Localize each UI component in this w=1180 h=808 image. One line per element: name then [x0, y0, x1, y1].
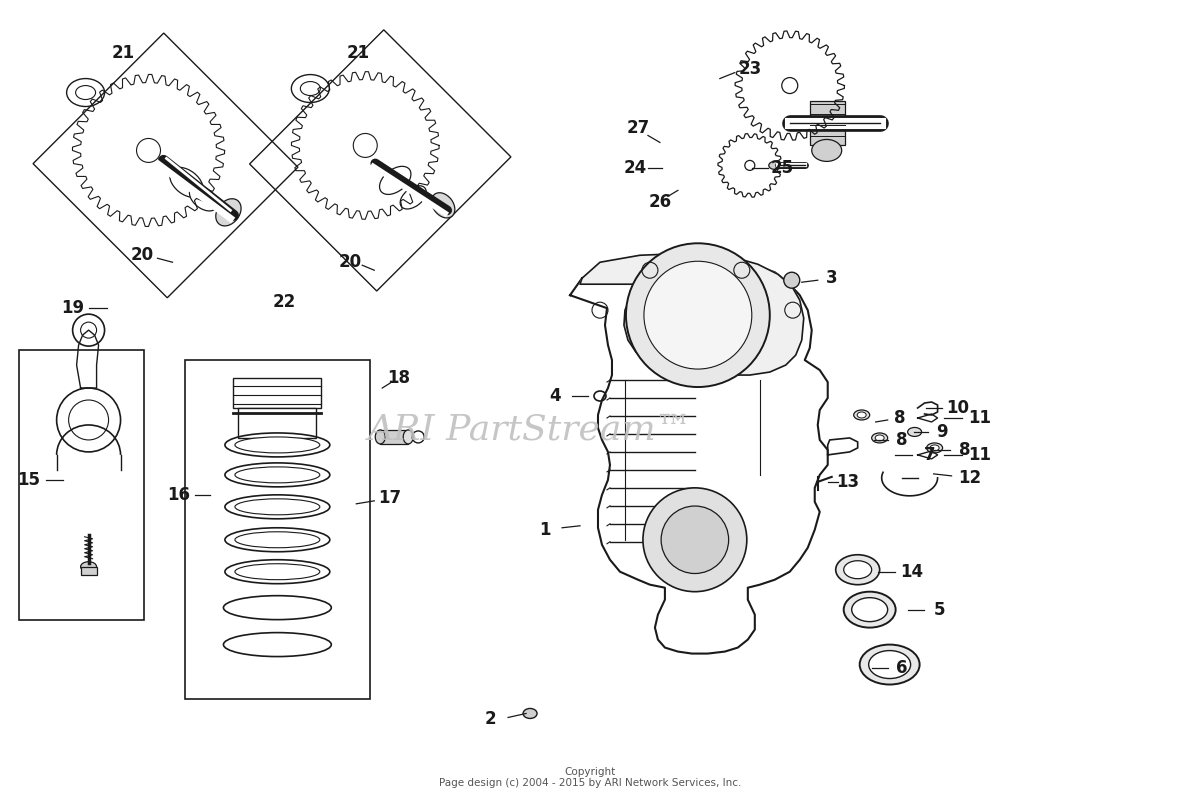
Text: 8: 8 — [896, 431, 907, 449]
Ellipse shape — [216, 199, 241, 226]
Bar — [80, 566, 97, 574]
Ellipse shape — [872, 433, 887, 443]
Ellipse shape — [400, 186, 426, 209]
Ellipse shape — [235, 467, 320, 483]
Text: 23: 23 — [739, 60, 761, 78]
Text: 25: 25 — [771, 159, 793, 178]
Text: 8: 8 — [894, 409, 905, 427]
Text: 4: 4 — [549, 387, 560, 405]
Text: 5: 5 — [933, 600, 945, 619]
Text: 16: 16 — [168, 486, 190, 504]
Ellipse shape — [375, 430, 385, 444]
Ellipse shape — [404, 430, 413, 444]
Ellipse shape — [876, 435, 884, 441]
Circle shape — [643, 488, 747, 591]
Ellipse shape — [812, 140, 841, 162]
Ellipse shape — [857, 412, 866, 418]
Text: 3: 3 — [826, 269, 838, 287]
Polygon shape — [581, 253, 804, 375]
Text: 10: 10 — [946, 399, 969, 417]
Circle shape — [661, 506, 728, 574]
Text: 17: 17 — [379, 489, 402, 507]
Bar — [185, 360, 371, 700]
Text: 24: 24 — [623, 159, 647, 178]
Text: 15: 15 — [18, 471, 40, 489]
Ellipse shape — [235, 532, 320, 548]
Ellipse shape — [835, 555, 879, 585]
Text: 20: 20 — [339, 253, 362, 271]
Text: 21: 21 — [347, 44, 369, 61]
Text: 7: 7 — [924, 446, 936, 464]
Polygon shape — [570, 260, 827, 654]
Circle shape — [625, 243, 769, 387]
Ellipse shape — [907, 427, 922, 436]
Text: 2: 2 — [484, 710, 496, 729]
Bar — [19, 350, 144, 620]
Ellipse shape — [432, 193, 454, 218]
Text: Copyright
Page design (c) 2004 - 2015 by ARI Network Services, Inc.: Copyright Page design (c) 2004 - 2015 by… — [439, 767, 741, 788]
Text: ARI PartStream™: ARI PartStream™ — [368, 413, 693, 447]
Ellipse shape — [769, 162, 781, 170]
Ellipse shape — [926, 443, 943, 453]
Ellipse shape — [380, 166, 411, 195]
Ellipse shape — [844, 591, 896, 628]
Text: 13: 13 — [837, 473, 859, 491]
Text: 8: 8 — [959, 441, 970, 459]
Text: 20: 20 — [131, 246, 155, 264]
Circle shape — [644, 261, 752, 369]
Ellipse shape — [844, 561, 872, 579]
Ellipse shape — [235, 499, 320, 515]
Text: 14: 14 — [900, 562, 923, 581]
Text: 26: 26 — [648, 193, 671, 212]
Ellipse shape — [523, 709, 537, 718]
Text: 22: 22 — [273, 293, 296, 311]
Text: 19: 19 — [61, 299, 84, 318]
Ellipse shape — [868, 650, 911, 679]
Text: 18: 18 — [387, 369, 409, 387]
Bar — [238, 408, 316, 439]
Ellipse shape — [170, 167, 203, 197]
Ellipse shape — [852, 598, 887, 621]
Text: 9: 9 — [936, 423, 948, 441]
Text: 12: 12 — [958, 469, 981, 487]
Text: 1: 1 — [539, 521, 551, 539]
Circle shape — [784, 272, 800, 288]
Text: 27: 27 — [627, 120, 649, 137]
Text: 11: 11 — [968, 409, 991, 427]
Ellipse shape — [235, 437, 320, 453]
Ellipse shape — [860, 645, 919, 684]
Bar — [380, 430, 408, 444]
Ellipse shape — [930, 445, 939, 451]
Text: 6: 6 — [896, 659, 907, 676]
Text: 21: 21 — [112, 44, 136, 61]
Text: 11: 11 — [968, 446, 991, 464]
Ellipse shape — [853, 410, 870, 420]
Ellipse shape — [190, 186, 217, 211]
Ellipse shape — [235, 564, 320, 579]
Ellipse shape — [80, 562, 97, 572]
Bar — [234, 378, 321, 408]
Bar — [809, 100, 845, 145]
